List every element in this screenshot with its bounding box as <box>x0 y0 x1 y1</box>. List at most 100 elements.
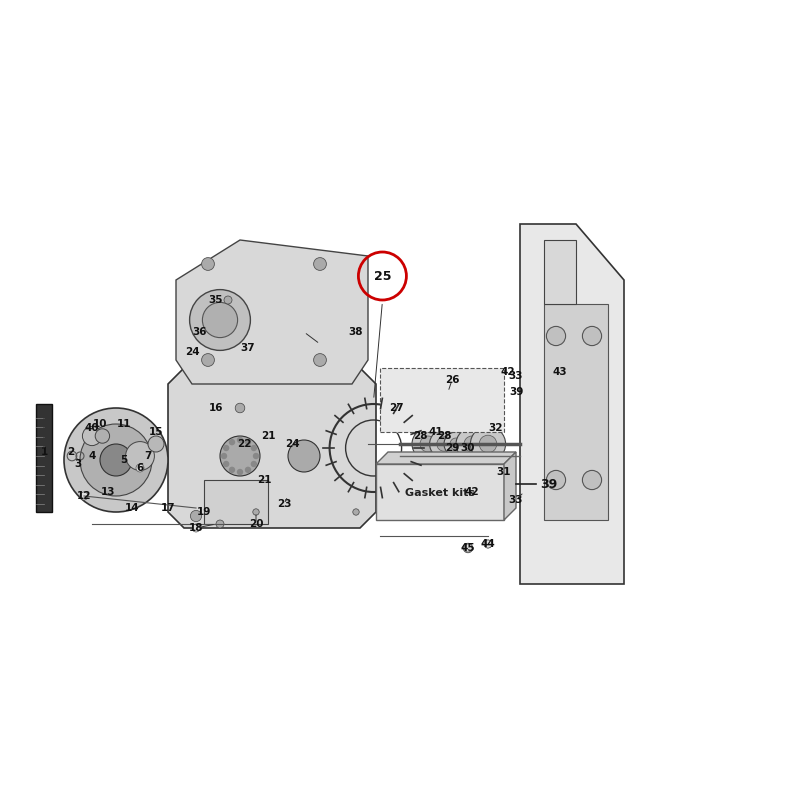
Circle shape <box>546 470 566 490</box>
Text: 40: 40 <box>85 423 99 433</box>
Circle shape <box>192 524 200 532</box>
Circle shape <box>148 436 164 452</box>
Text: 17: 17 <box>161 503 175 513</box>
Polygon shape <box>504 452 516 520</box>
Text: 45: 45 <box>461 543 475 553</box>
Circle shape <box>202 258 214 270</box>
Polygon shape <box>176 240 368 384</box>
Circle shape <box>444 432 468 456</box>
FancyBboxPatch shape <box>376 464 504 520</box>
Circle shape <box>221 453 227 459</box>
Circle shape <box>420 436 436 452</box>
Polygon shape <box>204 480 268 524</box>
Text: 11: 11 <box>117 419 131 429</box>
Circle shape <box>229 439 235 446</box>
Circle shape <box>412 428 444 460</box>
Text: 1: 1 <box>40 447 48 457</box>
Circle shape <box>250 445 257 451</box>
Text: 33: 33 <box>509 495 523 505</box>
Circle shape <box>237 469 243 475</box>
Text: 21: 21 <box>261 431 275 441</box>
Circle shape <box>450 438 462 450</box>
Text: 29: 29 <box>445 443 459 453</box>
Text: 7: 7 <box>144 451 152 461</box>
Text: 27: 27 <box>389 403 403 413</box>
Text: 14: 14 <box>125 503 139 513</box>
Circle shape <box>582 470 602 490</box>
Circle shape <box>223 461 230 467</box>
Text: 18: 18 <box>189 523 203 533</box>
Text: 5: 5 <box>120 455 128 465</box>
Circle shape <box>100 444 132 476</box>
Circle shape <box>245 439 251 446</box>
Circle shape <box>353 509 359 515</box>
Circle shape <box>223 445 230 451</box>
Text: 25: 25 <box>374 270 391 282</box>
Text: 36: 36 <box>193 327 207 337</box>
Circle shape <box>288 440 320 472</box>
Circle shape <box>216 520 224 528</box>
Text: 35: 35 <box>209 295 223 305</box>
Circle shape <box>250 461 257 467</box>
Polygon shape <box>36 404 52 512</box>
Text: 39: 39 <box>540 478 558 490</box>
Text: 3: 3 <box>74 459 82 469</box>
Text: Gasket kits: Gasket kits <box>405 488 475 498</box>
Text: 31: 31 <box>497 467 511 477</box>
Text: 41: 41 <box>429 427 443 437</box>
Circle shape <box>484 540 492 548</box>
Circle shape <box>126 442 154 470</box>
Text: 4: 4 <box>88 451 96 461</box>
Polygon shape <box>544 304 608 520</box>
Circle shape <box>229 466 235 473</box>
Text: 2: 2 <box>66 447 74 457</box>
Text: 24: 24 <box>185 347 199 357</box>
Text: 44: 44 <box>481 539 495 549</box>
Text: 33: 33 <box>509 371 523 381</box>
Circle shape <box>464 436 480 452</box>
Text: 13: 13 <box>101 487 115 497</box>
Circle shape <box>582 326 602 346</box>
Text: 43: 43 <box>553 367 567 377</box>
Polygon shape <box>376 452 516 464</box>
Circle shape <box>253 509 259 515</box>
Text: 42: 42 <box>501 367 515 377</box>
Polygon shape <box>520 224 624 584</box>
Text: 28: 28 <box>413 431 427 441</box>
Text: 10: 10 <box>93 419 107 429</box>
Circle shape <box>80 492 88 500</box>
Circle shape <box>202 302 238 338</box>
Text: 21: 21 <box>257 475 271 485</box>
Circle shape <box>190 510 202 522</box>
Text: 15: 15 <box>149 427 163 437</box>
Circle shape <box>220 436 260 476</box>
Text: 23: 23 <box>277 499 291 509</box>
Circle shape <box>314 354 326 366</box>
Circle shape <box>245 466 251 473</box>
Text: 32: 32 <box>489 423 503 433</box>
Circle shape <box>479 435 497 453</box>
Text: 38: 38 <box>349 327 363 337</box>
Text: 16: 16 <box>209 403 223 413</box>
Circle shape <box>82 426 102 446</box>
Text: 42: 42 <box>465 487 479 497</box>
Circle shape <box>314 258 326 270</box>
Circle shape <box>190 290 250 350</box>
Circle shape <box>237 437 243 443</box>
Text: 6: 6 <box>136 463 144 473</box>
Text: 28: 28 <box>437 431 451 441</box>
Circle shape <box>437 437 451 451</box>
Circle shape <box>463 543 473 553</box>
Text: 30: 30 <box>461 443 475 453</box>
Polygon shape <box>544 240 576 304</box>
Circle shape <box>253 453 259 459</box>
Polygon shape <box>168 368 376 528</box>
Text: 22: 22 <box>237 439 251 449</box>
Circle shape <box>546 326 566 346</box>
Circle shape <box>95 429 110 443</box>
Circle shape <box>456 428 488 460</box>
Circle shape <box>464 544 472 552</box>
Text: 12: 12 <box>77 491 91 501</box>
Text: 24: 24 <box>285 439 299 449</box>
Circle shape <box>484 540 492 548</box>
